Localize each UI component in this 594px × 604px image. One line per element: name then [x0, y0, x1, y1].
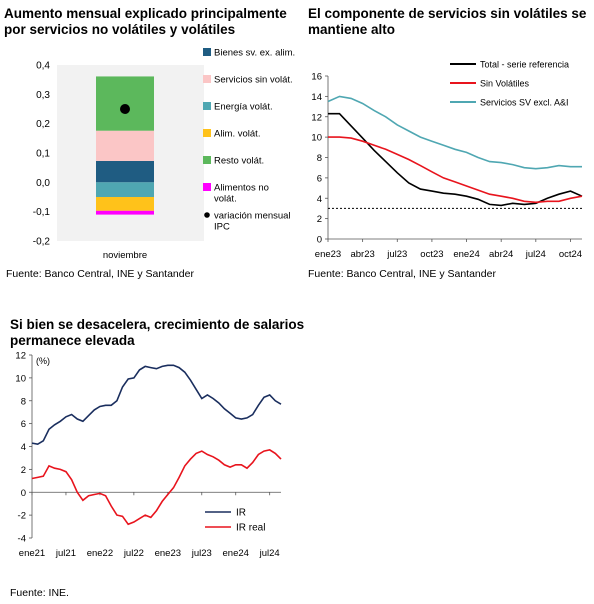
x-tick-label: jul24 [259, 548, 280, 559]
y-tick-label: -0,1 [33, 207, 51, 218]
x-tick-label: abr24 [489, 249, 513, 260]
y-tick-label: 6 [21, 419, 26, 430]
legend-swatch-resto-volat [203, 156, 211, 164]
legend-label-ir: IR [236, 508, 246, 519]
legend-label-sin-volatiles: Sin Volátiles [480, 79, 530, 89]
series-line-sin-volatiles [328, 136, 583, 204]
y-tick-label: 10 [15, 373, 26, 384]
x-tick-label: ene24 [453, 249, 479, 260]
chart1-stacked-bar: 0,4 0,3 0,2 0,1 0,0 -0,1 -0,2 noviembre Bienes s… [33, 48, 295, 262]
x-tick-label: abr23 [350, 249, 374, 260]
chart2-title: El componente de servicios sin volátiles… [308, 6, 594, 38]
x-tick-label: jul21 [55, 548, 76, 559]
marker-variacion-mensual-ipc [120, 104, 130, 114]
legend-label-alim-volat: Alim. volát. [214, 129, 260, 140]
y-tick-label: 12 [311, 112, 322, 123]
chart1-title: Aumento mensual explicado principalmente… [4, 6, 300, 38]
legend-marker-variacion-mensual-ipc [204, 212, 210, 218]
legend-label-bienes-sv-ex-alim: Bienes sv. ex. alim. [214, 48, 295, 59]
chart3-title-line1: Si bien se desacelera, crecimiento de sa… [10, 317, 305, 332]
chart3-title-line2: permanece elevada [10, 333, 135, 348]
legend-label-alimentos-no-volat: Alimentos no [214, 183, 269, 194]
bar-segment-bienes-sv-ex-alim [96, 160, 154, 183]
x-tick-label: oct24 [559, 249, 582, 260]
y-tick-label: 0 [317, 235, 322, 246]
legend-swatch-alimentos-no-volat [203, 183, 211, 191]
y-tick-label: 4 [317, 194, 322, 205]
y-tick-label: 6 [317, 173, 322, 184]
legend-label-energia-volat: Energía volát. [214, 102, 273, 113]
y-tick-label: 2 [21, 465, 26, 476]
y-tick-label: 4 [21, 442, 26, 453]
y-tick-label: 14 [311, 92, 322, 103]
y-tick-label: 8 [317, 153, 322, 164]
legend-label-total-serie-referencia: Total - serie referencia [480, 60, 569, 70]
chart3-source: Fuente: INE. [10, 587, 69, 599]
y-axis-unit-label: (%) [36, 356, 50, 366]
legend-swatch-energia-volat [203, 102, 211, 110]
series-line-servicios-sv-excl-a-i [327, 95, 582, 170]
legend-label-servicios-sin-volat: Servicios sin volát. [214, 75, 293, 86]
bar-segment-resto-volat [96, 76, 154, 131]
y-tick-label: 0,0 [36, 178, 50, 189]
y-tick-label: -2 [18, 511, 26, 522]
chart2-source: Fuente: Banco Central, INE y Santander [308, 268, 496, 280]
legend-label-variacion-mensual-ipc: IPC [214, 222, 230, 233]
legend-swatch-bienes-sv-ex-alim [203, 48, 211, 56]
legend-label-variacion-mensual-ipc: variación mensual [214, 211, 291, 222]
chart2-title-line2: mantiene alto [308, 22, 396, 37]
legend-swatch-servicios-sin-volat [203, 75, 211, 83]
y-tick-label: 10 [311, 133, 322, 144]
y-tick-label: 0,1 [36, 149, 50, 160]
legend-swatch-alim-volat [203, 129, 211, 137]
y-tick-label: 0,4 [36, 61, 50, 72]
x-tick-label: jul23 [191, 548, 212, 559]
y-tick-label: 12 [15, 351, 26, 362]
x-tick-label: ene21 [19, 548, 45, 559]
y-tick-label: 8 [21, 396, 26, 407]
bar-segment-energia-volat [96, 182, 154, 197]
x-tick-label: jul23 [386, 249, 407, 260]
y-tick-label: 16 [311, 72, 322, 83]
x-category-label: noviembre [103, 250, 147, 261]
x-tick-label: ene23 [315, 249, 341, 260]
legend-label-ir-real: IR real [236, 523, 265, 534]
chart2-line-chart: 0 2 4 6 8 10 12 14 16 ene23 abr23 jul23 oct23 ene24 ab… [311, 60, 583, 260]
x-tick-label: jul24 [525, 249, 546, 260]
y-tick-label: -4 [18, 534, 26, 545]
series-line-total-serie-referencia [328, 112, 583, 207]
y-tick-label: 0,3 [36, 90, 50, 101]
x-tick-label: ene24 [223, 548, 249, 559]
x-tick-label: ene22 [87, 548, 113, 559]
bar-segment-alim-volat [96, 197, 154, 211]
legend-label-servicios-sv-excl-a-i: Servicios SV excl. A&I [480, 98, 569, 108]
chart3-line-chart: -4 -2 0 2 4 6 8 10 12 ene21 jul21 ene22 jul22 ene23 ju… [15, 351, 282, 559]
y-tick-label: 2 [317, 214, 322, 225]
y-tick-label: 0 [21, 488, 26, 499]
bar-segment-servicios-sin-volat [96, 130, 154, 161]
y-tick-label: 0,2 [36, 119, 50, 130]
chart1-title-line1: Aumento mensual explicado principalmente [4, 6, 287, 21]
x-tick-label: jul22 [123, 548, 144, 559]
x-tick-label: oct23 [420, 249, 443, 260]
series-line-ir-real [31, 449, 282, 526]
chart2-title-line1: El componente de servicios sin volátiles… [308, 6, 587, 21]
series-line-ir [31, 364, 282, 446]
y-tick-label: -0,2 [33, 237, 51, 248]
chart1-title-line2: por servicios no volátiles y volátiles [4, 22, 236, 37]
chart1-source: Fuente: Banco Central, INE y Santander [6, 268, 194, 280]
legend-label-resto-volat: Resto volát. [214, 156, 264, 167]
legend-label-alimentos-no-volat: volát. [214, 194, 237, 205]
chart3-title: Si bien se desacelera, crecimiento de sa… [10, 317, 310, 349]
bar-segment-alimentos-no-volat [96, 210, 154, 215]
x-tick-label: ene23 [155, 548, 181, 559]
